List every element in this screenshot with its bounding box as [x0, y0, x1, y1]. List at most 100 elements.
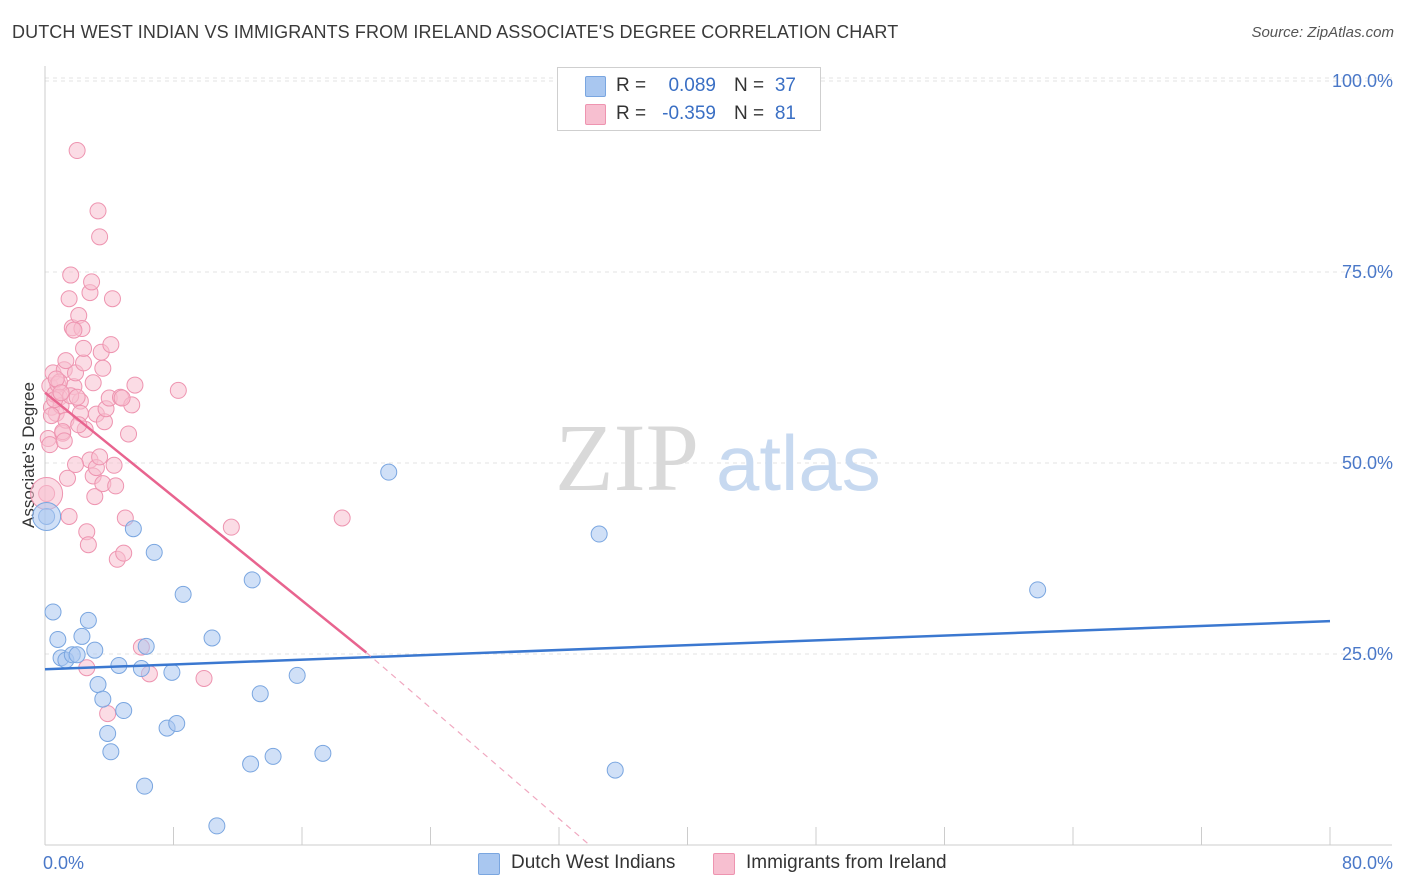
series-dutch-west-indians	[32, 463, 1047, 835]
y-tick-label: 100.0%	[1332, 71, 1393, 91]
data-point	[169, 381, 187, 399]
data-point	[89, 676, 107, 694]
trend-lines	[44, 391, 1331, 846]
trend-extension-immigrants-from-ireland	[365, 652, 590, 846]
data-point	[58, 469, 76, 487]
data-point	[86, 641, 104, 659]
legend: Dutch West Indians Immigrants from Irela…	[0, 852, 1406, 878]
data-point	[242, 755, 260, 773]
data-point	[107, 477, 125, 495]
data-point	[380, 463, 398, 481]
legend-label: Immigrants from Ireland	[746, 852, 947, 873]
data-point	[264, 747, 282, 765]
data-point	[145, 543, 163, 561]
data-point	[49, 630, 67, 648]
y-tick-label: 50.0%	[1342, 453, 1393, 473]
data-point	[70, 416, 88, 434]
stats-box: R = 0.089 N = 37 R = -0.359 N = 81	[557, 67, 821, 131]
data-point	[1029, 581, 1047, 599]
data-point	[115, 544, 133, 562]
data-point	[91, 448, 109, 466]
series-immigrants-from-ireland	[30, 142, 351, 723]
r-label: R =	[616, 75, 647, 96]
watermark-zip: ZIP	[555, 404, 699, 511]
data-point	[44, 603, 62, 621]
data-point	[137, 637, 155, 655]
data-point	[333, 509, 351, 527]
data-point	[288, 666, 306, 684]
r-value: -0.359	[662, 103, 716, 124]
r-value: 0.089	[668, 75, 716, 96]
stats-swatch-pink	[585, 104, 606, 125]
data-point	[222, 518, 240, 536]
legend-label: Dutch West Indians	[511, 852, 676, 873]
data-point	[75, 339, 93, 357]
data-point	[68, 388, 86, 406]
data-point	[208, 817, 226, 835]
gridlines	[45, 77, 1392, 655]
data-point	[203, 629, 221, 647]
data-point	[84, 374, 102, 392]
data-point	[94, 690, 112, 708]
data-point	[103, 290, 121, 308]
data-point	[68, 142, 86, 160]
trend-line-dutch-west-indians	[44, 619, 1331, 671]
watermark-atlas: atlas	[716, 419, 881, 507]
data-point	[94, 359, 112, 377]
data-point	[132, 660, 150, 678]
data-point	[79, 536, 97, 554]
data-point	[52, 384, 70, 402]
data-point	[126, 376, 144, 394]
data-point	[67, 456, 85, 474]
legend-swatch-pink	[713, 853, 735, 875]
x-tick-label: 0.0%	[43, 853, 84, 873]
data-point	[251, 685, 269, 703]
stats-swatch-blue	[585, 76, 606, 97]
n-value: 81	[774, 103, 796, 124]
stats-row-immigrants-from-ireland: R = -0.359 N = 81	[558, 101, 820, 129]
data-point	[99, 705, 117, 723]
chart-title: DUTCH WEST INDIAN VS IMMIGRANTS FROM IRE…	[12, 22, 899, 42]
data-point	[42, 407, 60, 425]
data-point	[65, 321, 83, 339]
data-point	[86, 488, 104, 506]
data-point	[120, 425, 138, 443]
data-point	[113, 389, 131, 407]
data-point	[73, 627, 91, 645]
x-tick-labels: 0.0% 80.0%	[43, 853, 1393, 873]
n-value: 37	[774, 75, 796, 96]
data-point	[102, 743, 120, 761]
data-point	[99, 724, 117, 742]
data-point	[60, 290, 78, 308]
data-point	[243, 571, 261, 589]
stats-row-dutch-west-indians: R = 0.089 N = 37	[558, 73, 820, 101]
data-point	[83, 273, 101, 291]
y-tick-labels: 25.0% 50.0% 75.0% 100.0%	[1332, 71, 1393, 664]
data-point	[606, 761, 624, 779]
data-point	[174, 585, 192, 603]
y-tick-label: 25.0%	[1342, 644, 1393, 664]
data-point	[41, 436, 59, 454]
data-point	[163, 663, 181, 681]
watermark: ZIP atlas	[555, 404, 881, 511]
x-tick-label: 80.0%	[1342, 853, 1393, 873]
data-point	[590, 525, 608, 543]
data-point-large	[32, 501, 62, 531]
legend-swatch-blue	[478, 853, 500, 875]
r-label: R =	[616, 103, 647, 124]
data-point	[136, 777, 154, 795]
data-point	[62, 266, 80, 284]
data-point	[124, 520, 142, 538]
data-point	[89, 202, 107, 220]
data-point	[68, 646, 86, 664]
y-axis-label: Associate's Degree	[19, 382, 38, 528]
y-tick-label: 75.0%	[1342, 262, 1393, 282]
source-label: Source: ZipAtlas.com	[1251, 24, 1394, 41]
data-point	[168, 715, 186, 733]
data-point	[195, 669, 213, 687]
data-point	[314, 744, 332, 762]
data-point	[55, 432, 73, 450]
n-label: N =	[734, 103, 765, 124]
n-label: N =	[734, 75, 765, 96]
